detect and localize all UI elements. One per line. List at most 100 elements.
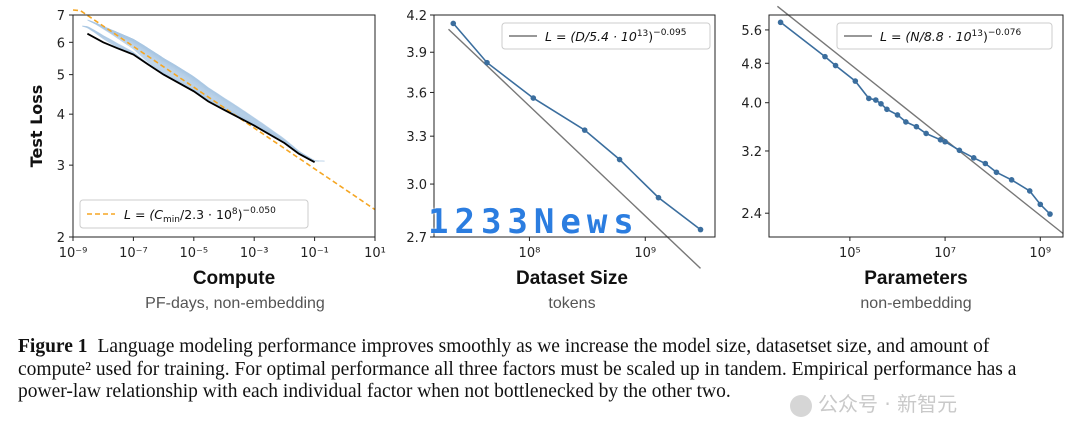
- data-point: [878, 100, 884, 107]
- caption-label: Figure 1: [18, 336, 88, 357]
- watermark-logo: 1233News: [428, 202, 640, 242]
- y-tick-label: 3.3: [406, 130, 427, 145]
- data-point: [1037, 201, 1044, 208]
- dataset-subtitle: tokens: [548, 295, 596, 312]
- x-tick-label: 10⁹: [634, 246, 656, 261]
- compute-title: Compute: [192, 268, 276, 289]
- y-tick-label: 3.0: [406, 178, 427, 193]
- data-point: [993, 169, 1000, 176]
- x-tick-label: 10⁸: [519, 246, 541, 261]
- x-tick-label: 10⁻⁹: [59, 246, 88, 261]
- data-point: [1008, 177, 1015, 183]
- data-point: [1047, 211, 1053, 217]
- parameters-subtitle: non-embedding: [860, 295, 972, 312]
- watermark-secondary-text: 公众号 · 新智元: [818, 392, 958, 416]
- data-point: [530, 95, 537, 101]
- y-tick-label: 2.4: [741, 207, 762, 222]
- figure-caption: Figure 1 Language modeling performance im…: [18, 336, 1062, 404]
- wechat-icon: [790, 394, 812, 417]
- y-tick-label: 3.6: [406, 86, 427, 101]
- y-tick-label: 2: [57, 231, 65, 246]
- y-tick-label: 3.2: [741, 145, 762, 160]
- legend-box: [501, 22, 711, 50]
- compute-subtitle: PF-days, non-embedding: [145, 295, 325, 312]
- legend-text-close: ): [238, 207, 243, 222]
- data-point: [852, 78, 859, 84]
- legend-text-close: ): [648, 29, 653, 44]
- compute-chart: Test Loss 10⁻⁹ 10⁻⁷ 10⁻⁵ 10⁻³ 10⁻¹ 10¹ 2 3 4 5 6 7 L …: [27, 9, 386, 261]
- data-point: [937, 136, 944, 143]
- data-point: [777, 19, 784, 26]
- x-tick-label: 10⁻⁵: [179, 246, 208, 261]
- x-tick-label: 10⁷: [934, 246, 956, 261]
- legend-text-main: L = (C: [124, 207, 163, 222]
- y-tick-label: 7: [57, 9, 65, 24]
- fit-line: [776, 5, 1064, 235]
- data-point: [942, 138, 948, 145]
- legend-text-main: L = (N/8.8 · 10: [880, 29, 972, 44]
- x-tick-label: 10⁻⁷: [119, 246, 148, 261]
- training-curve: [111, 32, 325, 162]
- frontier-line: [86, 32, 316, 163]
- data-point: [894, 112, 901, 118]
- data-point: [903, 119, 909, 125]
- training-curves: [81, 19, 325, 162]
- legend-superscript: 13: [972, 29, 983, 39]
- watermark-secondary: 公众号 · 新智元: [790, 388, 957, 417]
- data-point: [866, 95, 872, 102]
- fit-line: [448, 28, 701, 269]
- fit-line: [72, 9, 376, 211]
- axes-frame: [72, 14, 376, 238]
- y-tick-label: 5.6: [741, 24, 762, 39]
- dataset-title: Dataset Size: [516, 268, 628, 289]
- parameters-title: Parameters: [864, 268, 968, 289]
- y-tick-label: 4: [57, 108, 65, 123]
- y-tick-label: 3.9: [406, 46, 427, 61]
- x-tick-label: 10⁵: [839, 246, 861, 261]
- y-axis-label: Test Loss: [27, 85, 46, 168]
- data-point: [872, 97, 879, 103]
- legend-label: L = (N/8.8 · 1013)−0.076: [880, 28, 1021, 44]
- y-tick-label: 4.0: [741, 97, 762, 112]
- y-tick-label: 2.7: [406, 231, 427, 246]
- legend-exponent: −0.095: [653, 28, 686, 38]
- data-point: [484, 59, 490, 66]
- y-tick-label: 3: [57, 159, 65, 174]
- data-point: [923, 130, 929, 137]
- data-line: [780, 21, 1051, 215]
- data-point: [884, 106, 890, 113]
- parameters-chart: 10⁵ 10⁷ 10⁹ 2.4 3.2 4.0 4.8 5.6 L = (N/8.8 · 101…: [741, 5, 1064, 261]
- data-point: [956, 147, 963, 154]
- training-curve: [89, 20, 175, 80]
- data-point: [832, 62, 839, 69]
- legend-text-mid: /2.3 · 10: [180, 207, 232, 222]
- training-curve: [88, 19, 169, 77]
- y-tick-label: 4.2: [406, 9, 427, 24]
- legend-text-close: ): [983, 29, 988, 44]
- legend-box: [836, 22, 1053, 50]
- legend-superscript: 13: [637, 29, 648, 39]
- legend-text-main: L = (D/5.4 · 10: [545, 29, 637, 44]
- x-tick-label: 10⁻³: [240, 246, 269, 261]
- data-line: [452, 22, 701, 231]
- x-tick-label: 10¹: [364, 246, 386, 261]
- legend-superscript: 8: [232, 207, 238, 217]
- y-tick-label: 5: [57, 69, 65, 84]
- axes-frame: [433, 14, 716, 238]
- figure: Test Loss 10⁻⁹ 10⁻⁷ 10⁻⁵ 10⁻³ 10⁻¹ 10¹ 2 3 4 5 6 7 L …: [27, 5, 1064, 312]
- legend-exponent: −0.076: [988, 28, 1022, 38]
- legend-box: [79, 199, 309, 229]
- y-tick-label: 4.8: [741, 57, 762, 72]
- x-tick-label: 10⁹: [1029, 246, 1051, 261]
- training-curve: [87, 19, 163, 74]
- caption-text: Language modeling performance improves s…: [18, 336, 1017, 402]
- data-point: [697, 226, 704, 233]
- legend-subscript: min: [163, 215, 180, 225]
- axes-frame: [768, 14, 1064, 238]
- data-point: [616, 156, 623, 163]
- data-point: [913, 123, 920, 130]
- data-point: [655, 194, 662, 201]
- data-point: [822, 53, 828, 60]
- data-point: [581, 127, 588, 133]
